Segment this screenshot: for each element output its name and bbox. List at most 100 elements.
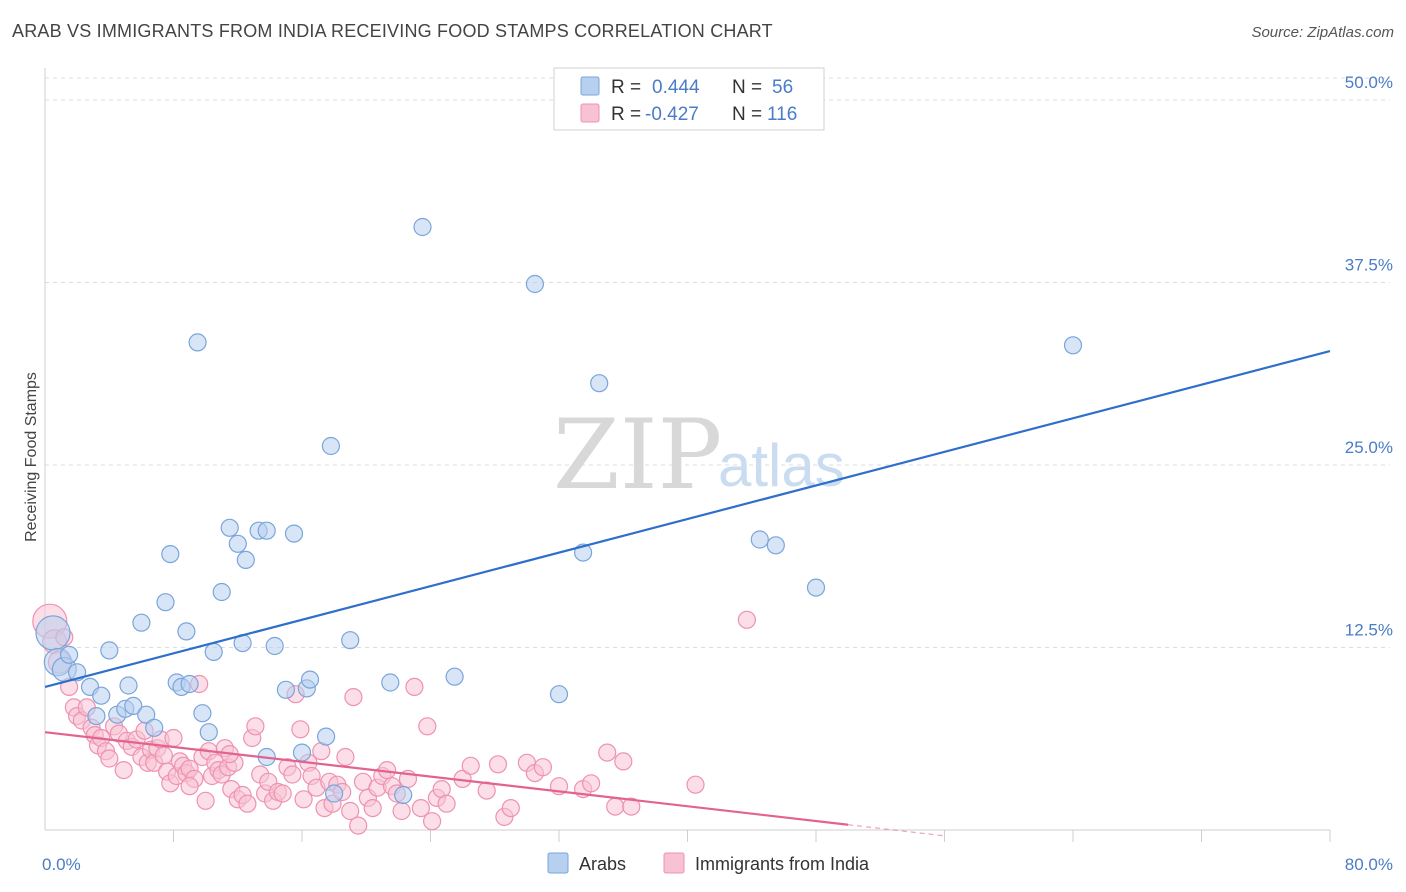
- arabs-point: [317, 727, 336, 746]
- india-point: [283, 765, 302, 784]
- x-tick-label: 80.0%: [1345, 855, 1393, 874]
- legend-swatch-india: [580, 103, 600, 123]
- arabs-point: [220, 518, 239, 537]
- arabs-point: [525, 274, 545, 294]
- legend-n-label-india: N =: [732, 104, 762, 125]
- india-point: [686, 775, 705, 794]
- bottom-legend-swatch-arabs: [547, 852, 569, 874]
- india-point: [622, 797, 641, 816]
- arabs-point: [750, 530, 769, 549]
- india-point: [294, 790, 313, 809]
- arabs-point: [59, 645, 79, 664]
- chart-title: ARAB VS IMMIGRANTS FROM INDIA RECEIVING …: [12, 21, 773, 41]
- arabs-point: [381, 673, 400, 692]
- india-point: [418, 717, 437, 736]
- india-point: [392, 801, 411, 821]
- india-point: [100, 749, 119, 768]
- india-point: [114, 760, 133, 780]
- arabs-point: [228, 534, 247, 553]
- arabs-point: [87, 706, 106, 726]
- india-point: [154, 746, 173, 765]
- india-point: [363, 798, 382, 818]
- correlation-legend: R = 0.444 N = 56 R = -0.427 N = 116: [553, 67, 825, 131]
- india-point: [273, 784, 292, 803]
- arabs-point: [177, 622, 196, 641]
- arabs-point: [161, 544, 180, 564]
- india-point: [461, 756, 480, 775]
- india-point: [196, 791, 215, 810]
- arabs-point: [92, 686, 111, 705]
- legend-n-label-arabs: N =: [732, 77, 762, 98]
- arabs-point: [590, 374, 609, 393]
- arabs-point: [180, 674, 199, 694]
- y-tick-label: 50.0%: [1345, 73, 1393, 92]
- arabs-point: [325, 784, 344, 803]
- arabs-point: [100, 641, 119, 660]
- arabs-point: [1063, 336, 1083, 355]
- axes: [44, 68, 1331, 842]
- india-point: [238, 794, 257, 813]
- arabs-point: [276, 680, 295, 699]
- arabs-point: [156, 593, 175, 612]
- arabs-point: [199, 723, 218, 742]
- india-point: [437, 794, 456, 813]
- arabs-point: [321, 436, 340, 456]
- arabs-point: [119, 676, 138, 695]
- y-tick-label: 37.5%: [1345, 256, 1393, 275]
- y-tick-label: 12.5%: [1345, 621, 1393, 640]
- arabs-point: [35, 615, 71, 651]
- arabs-point: [212, 582, 231, 602]
- india-point: [180, 777, 199, 796]
- arabs-point: [445, 667, 464, 686]
- arabs-point: [193, 704, 212, 723]
- trend-line-india-extension: [848, 824, 945, 837]
- arabs-point: [284, 524, 304, 543]
- arabs-point: [137, 705, 156, 724]
- india-point: [336, 747, 355, 767]
- arabs-point: [257, 521, 276, 540]
- arabs-point: [766, 536, 785, 555]
- legend-r-label-india: R =: [611, 104, 641, 125]
- legend-r-value-arabs: 0.444: [652, 77, 700, 98]
- arabs-point: [188, 333, 207, 352]
- arabs-point: [394, 785, 413, 805]
- watermark-zip: ZIP: [553, 399, 722, 511]
- arabs-point: [549, 685, 569, 704]
- trend-line-arabs: [44, 350, 1331, 688]
- arabs-point: [236, 550, 255, 570]
- arabs-point: [124, 696, 143, 716]
- india-point: [344, 687, 363, 707]
- x-tick-labels: 0.0% 80.0%: [42, 855, 1393, 874]
- india-point: [423, 812, 442, 831]
- bottom-legend-swatch-india: [663, 852, 685, 874]
- x-tick-label: 0.0%: [42, 855, 81, 874]
- india-point: [488, 755, 508, 774]
- arabs-point: [341, 631, 360, 650]
- india-point: [581, 774, 601, 793]
- series-legend: Arabs Immigrants from India: [547, 852, 870, 874]
- india-point: [501, 798, 520, 818]
- watermark: ZIP atlas: [553, 399, 845, 511]
- arabs-point: [204, 642, 223, 662]
- watermark-atlas: atlas: [718, 432, 845, 499]
- arabs-point: [132, 613, 151, 632]
- arabs-point: [300, 670, 320, 689]
- india-point: [614, 752, 633, 771]
- legend-n-value-arabs: 56: [772, 77, 793, 98]
- legend-r-label-arabs: R =: [611, 77, 641, 98]
- series-arabs-points: [35, 217, 1083, 805]
- bottom-legend-label-india: Immigrants from India: [695, 854, 870, 874]
- arabs-point: [292, 743, 312, 762]
- india-point: [737, 610, 757, 629]
- india-point: [349, 816, 368, 835]
- india-point: [533, 758, 553, 777]
- india-point: [246, 717, 265, 736]
- legend-r-value-india: -0.427: [645, 104, 699, 125]
- arabs-point: [265, 636, 284, 656]
- india-point: [606, 797, 625, 816]
- bottom-legend-label-arabs: Arabs: [579, 854, 626, 874]
- arabs-point: [145, 718, 164, 737]
- legend-swatch-arabs: [580, 76, 600, 96]
- trend-line-india: [44, 731, 849, 826]
- arabs-point: [806, 578, 826, 597]
